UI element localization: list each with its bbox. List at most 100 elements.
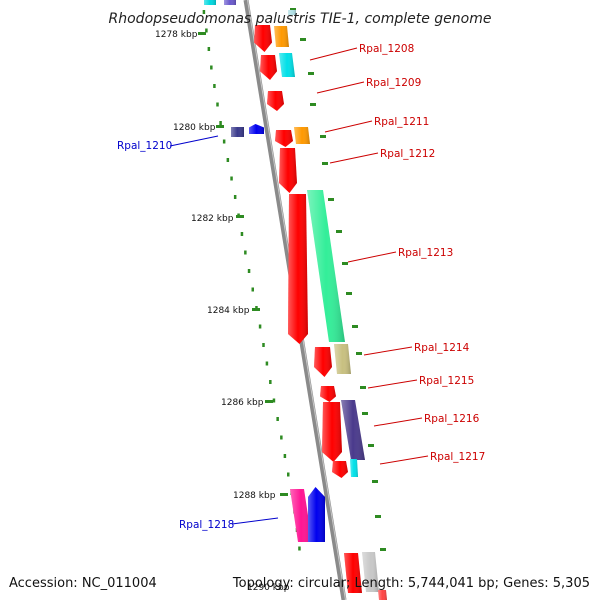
- scale-dot: [272, 398, 276, 403]
- tick-label-1280: 1280 kbp: [173, 123, 216, 133]
- scale-dot: [202, 10, 206, 14]
- gene-rpal-1218[interactable]: [308, 487, 325, 542]
- gene-ring-tick: [372, 480, 378, 483]
- gene-ring-tick: [346, 292, 352, 295]
- gene-ring-tick: [322, 162, 328, 165]
- leader-line: [316, 81, 365, 94]
- gene-rpal-1216-purple[interactable]: [341, 400, 365, 460]
- gene-label-rpal-1210[interactable]: Rpal_1210: [117, 140, 172, 152]
- scale-dot: [233, 195, 237, 199]
- gene-top-partial-light[interactable]: [288, 10, 296, 15]
- tick-label-1284: 1284 kbp: [207, 306, 250, 316]
- leader-line: [169, 135, 219, 147]
- gene-ring-tick: [360, 386, 366, 389]
- leader-line: [373, 417, 423, 427]
- scale-dot: [222, 139, 226, 144]
- gene-ring-tick: [320, 135, 326, 138]
- gene-rpal-1211-orange[interactable]: [294, 127, 310, 144]
- gene-ring-tick: [352, 325, 358, 328]
- gene-label-rpal-1214[interactable]: Rpal_1214: [414, 342, 470, 354]
- gene-label-rpal-1216[interactable]: Rpal_1216: [424, 413, 480, 425]
- scale-dot: [216, 102, 219, 107]
- scale-dot: [262, 343, 265, 347]
- major-tick: [198, 32, 206, 35]
- gene-ring-tick: [362, 412, 368, 415]
- topology-text: Topology: circular; Length: 5,744,041 bp…: [232, 576, 590, 591]
- major-tick: [265, 400, 273, 403]
- scale-dot: [213, 84, 216, 88]
- scale-dot: [230, 176, 233, 181]
- accession-text: Accession: NC_011004: [9, 576, 157, 591]
- leader-line: [367, 379, 418, 389]
- gene-rpal-1218-pink[interactable]: [290, 489, 312, 542]
- gene-features: [204, 0, 387, 600]
- gene-rpal-1216[interactable]: [322, 402, 342, 462]
- scale-dot: [205, 28, 208, 33]
- gene-rpal-1215[interactable]: [320, 386, 336, 402]
- gene-labels: Rpal_1208 Rpal_1209 Rpal_1210 Rpal_1211 …: [117, 43, 485, 531]
- gene-rpal-1214[interactable]: [314, 347, 332, 377]
- gene-ring-tick: [300, 38, 306, 41]
- major-tick: [252, 308, 260, 311]
- gene-rpal-1210[interactable]: [249, 124, 264, 134]
- label-leaders: [169, 47, 429, 525]
- leader-line: [324, 120, 373, 133]
- gene-label-rpal-1218[interactable]: Rpal_1218: [179, 519, 234, 531]
- scale-dot: [244, 250, 247, 255]
- gene-ring-tick: [342, 262, 348, 265]
- leader-line: [379, 455, 429, 465]
- gene-rpal-1214-tan[interactable]: [334, 344, 351, 374]
- gene-ring-tick: [310, 103, 316, 106]
- scale-dot: [287, 472, 290, 477]
- gene-ring-tick: [290, 8, 296, 11]
- scale-dot: [240, 232, 244, 236]
- gene-label-rpal-1209[interactable]: Rpal_1209: [366, 77, 421, 89]
- leader-line: [231, 517, 279, 525]
- gene-rpal-1211[interactable]: [275, 130, 293, 147]
- gene-ring-tick: [375, 515, 381, 518]
- scale-dot: [207, 47, 211, 51]
- gene-rpal-1207[interactable]: [254, 25, 272, 52]
- gene-label-rpal-1208[interactable]: Rpal_1208: [359, 43, 414, 55]
- gene-rpal-1208-cyan[interactable]: [279, 53, 295, 77]
- leader-line: [363, 346, 413, 356]
- scale-dot: [276, 417, 279, 421]
- scale-dot: [265, 361, 269, 366]
- tick-label-1282: 1282 kbp: [191, 214, 234, 224]
- gene-rpal-1208[interactable]: [260, 55, 277, 80]
- gene-label-rpal-1213[interactable]: Rpal_1213: [398, 247, 453, 259]
- gene-label-rpal-1217[interactable]: Rpal_1217: [430, 451, 485, 463]
- gene-ring-tick: [328, 198, 334, 201]
- gene-label-rpal-1211[interactable]: Rpal_1211: [374, 116, 429, 128]
- gene-top-partial-cyan[interactable]: [204, 0, 216, 5]
- gene-ring-tick: [336, 230, 342, 233]
- leader-line: [329, 152, 379, 164]
- scale-dot: [283, 454, 287, 458]
- gene-ring-tick: [308, 72, 314, 75]
- gene-bottom-partial-grey[interactable]: [362, 552, 379, 592]
- gene-rpal-1213-green[interactable]: [307, 190, 345, 342]
- scale-dot: [258, 324, 262, 329]
- gene-orange-1[interactable]: [274, 26, 289, 47]
- scale-dot: [280, 435, 283, 440]
- gene-ring-tick: [380, 548, 386, 551]
- leader-line: [309, 47, 358, 61]
- scale-dot: [251, 287, 254, 292]
- major-tick: [216, 125, 224, 128]
- gene-rpal-1217-cyan[interactable]: [350, 459, 358, 477]
- gene-top-partial-purple[interactable]: [224, 0, 236, 5]
- gene-label-rpal-1212[interactable]: Rpal_1212: [380, 148, 435, 160]
- gene-bottom-partial-small[interactable]: [378, 590, 387, 600]
- gene-bottom-partial-red[interactable]: [344, 553, 362, 593]
- gene-rpal-1209[interactable]: [267, 91, 284, 111]
- gene-rpal-1212[interactable]: [279, 148, 297, 193]
- major-tick: [236, 215, 244, 218]
- tick-label-1278: 1278 kbp: [155, 30, 198, 40]
- gene-label-rpal-1215[interactable]: Rpal_1215: [419, 375, 474, 387]
- gene-rpal-1213[interactable]: [288, 194, 308, 344]
- tick-label-1288: 1288 kbp: [233, 491, 276, 501]
- scale-dot: [219, 121, 222, 125]
- gene-rpal-1210-box[interactable]: [231, 127, 244, 137]
- gene-rpal-1217[interactable]: [332, 461, 348, 478]
- map-title: Rhodopseudomonas palustris TIE-1, comple…: [109, 11, 492, 27]
